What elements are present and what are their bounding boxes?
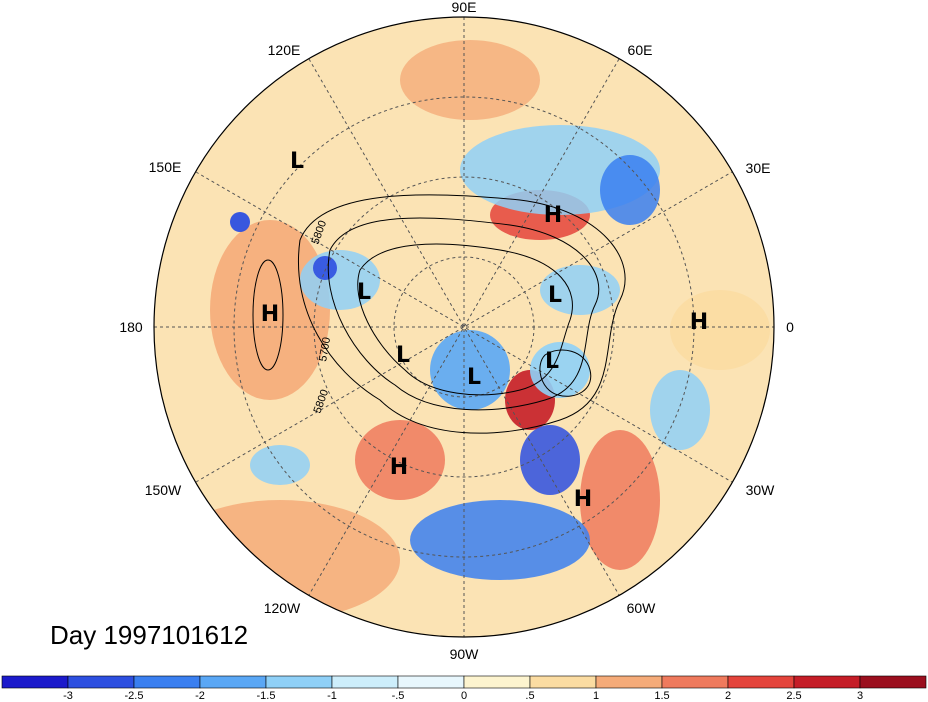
colorbar-tick-label: 2.5 <box>786 690 801 702</box>
colorbar-segment <box>529 675 597 689</box>
colorbar-segment <box>1 675 69 689</box>
anomaly-field <box>154 17 774 637</box>
colorbar-segment <box>463 675 531 689</box>
colorbar-tick-label: -3 <box>63 690 73 702</box>
colorbar-segment <box>133 675 201 689</box>
lon-label-90w: 90W <box>450 646 480 662</box>
colorbar: -3 -2.5 -2 -1.5 -1 -.5 0 .5 1 1.5 2 2.5 3 <box>1 675 927 702</box>
colorbar-tick-label: 0 <box>461 690 467 702</box>
colorbar-tick-label: -.5 <box>392 690 405 702</box>
colorbar-tick-label: 1 <box>593 690 599 702</box>
colorbar-segment <box>661 675 729 689</box>
lon-label-120e: 120E <box>268 42 301 58</box>
colorbar-segment <box>67 675 135 689</box>
lon-label-90e: 90E <box>452 0 477 15</box>
colorbar-tick-label: -1 <box>327 690 337 702</box>
lon-label-120w: 120W <box>264 600 301 616</box>
lon-label-30w: 30W <box>746 482 776 498</box>
high-label: H <box>574 487 592 512</box>
colorbar-tick-label: -2 <box>195 690 205 702</box>
colorbar-segment <box>397 675 465 689</box>
low-label: L <box>357 280 371 305</box>
height-contours <box>252 194 626 434</box>
high-label: H <box>261 302 279 327</box>
colorbar-tick-label: 3 <box>857 690 863 702</box>
polar-stereographic-map: 90E 60E 30E 0 30W 60W 90W 120W 150W 180 … <box>119 0 794 662</box>
lon-label-0: 0 <box>786 319 794 335</box>
lon-label-150w: 150W <box>145 482 182 498</box>
low-label: L <box>545 349 559 374</box>
colorbar-tick-label: 2 <box>725 690 731 702</box>
colorbar-segment <box>793 675 861 689</box>
high-label: H <box>390 455 408 480</box>
contour-label: 5700 <box>317 336 333 362</box>
colorbar-segment <box>595 675 663 689</box>
lon-label-30e: 30E <box>746 160 771 176</box>
pressure-systems: L H L H L H L L L L H H <box>261 149 708 512</box>
low-label: L <box>290 149 304 174</box>
longitude-labels: 90E 60E 30E 0 30W 60W 90W 120W 150W 180 … <box>119 0 794 662</box>
low-label: L <box>467 365 481 390</box>
day-label: Day 1997101612 <box>50 620 249 650</box>
lon-label-180: 180 <box>119 319 143 335</box>
lon-label-150e: 150E <box>149 159 182 175</box>
colorbar-segment <box>859 675 927 689</box>
colorbar-segment <box>331 675 399 689</box>
colorbar-segment <box>727 675 795 689</box>
lon-label-60e: 60E <box>628 42 653 58</box>
colorbar-segment <box>199 675 267 689</box>
high-label: H <box>544 203 562 228</box>
high-label: H <box>690 310 708 335</box>
map-border <box>153 16 775 638</box>
colorbar-segment <box>265 675 333 689</box>
low-label: L <box>396 343 410 368</box>
graticule <box>154 17 774 637</box>
colorbar-tick-label: -1.5 <box>257 690 276 702</box>
low-label: L <box>548 283 562 308</box>
colorbar-tick-label: -2.5 <box>125 690 144 702</box>
colorbar-tick-label: .5 <box>525 690 534 702</box>
lon-label-60w: 60W <box>627 600 657 616</box>
colorbar-tick-label: 1.5 <box>654 690 669 702</box>
